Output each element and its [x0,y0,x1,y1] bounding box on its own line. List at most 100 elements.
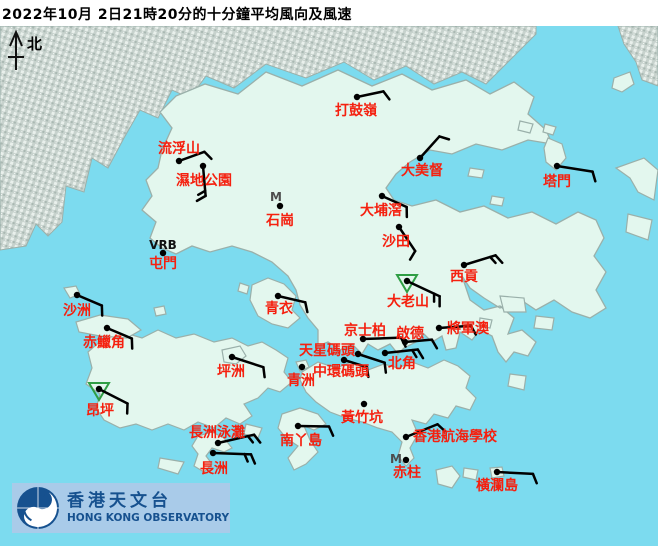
wind-barb-feather [430,338,439,350]
station-label: 南丫島 [280,432,322,449]
station-label: 昂坪 [86,403,114,419]
wind-barb-feather [383,361,388,374]
station-dot [73,291,81,299]
station-label: 將軍澳 [447,320,490,337]
tolo-islet-1 [467,167,485,179]
station-label: 塔門 [543,173,571,190]
title-bar: 2022年10月 2日21時20分的十分鐘平均風向及風速 [0,0,658,26]
lamma-island-land [277,407,327,471]
station-label: 西貢 [450,269,478,285]
jin-island [533,315,555,331]
station-dot [435,324,443,332]
wind-barb-feather [416,348,425,360]
wind-barb-feather [365,365,370,379]
wind-barb-shaft [355,90,385,99]
station-label: 赤柱 [393,464,421,481]
tsing-yi-island [249,277,301,329]
wind-barb-shaft [380,194,408,209]
station-tates-cairn: 大老山 [387,274,441,310]
crescent-island [611,71,635,93]
wind-barb-feather [246,434,255,444]
station-label: 沙田 [382,234,410,250]
station-sea-school: 香港航海學校 [402,423,498,445]
station-marker-m: M [390,452,402,466]
wind-barb-shaft [555,164,594,173]
station-dot [403,277,411,285]
station-dot [402,433,410,441]
station-kai-tak: 啟德 [396,325,439,350]
wind-barb-feather [243,452,249,463]
station-label: 大埔滘 [360,202,402,219]
station-label: 北角 [388,355,416,372]
mirs-bay-islet-2 [542,123,557,136]
station-dot [298,363,306,371]
mirs-bay-island-1 [614,157,658,201]
wind-barb-shaft [177,150,206,163]
station-green-island: 青洲 [287,363,315,389]
station-dot [354,350,362,358]
station-label: 啟德 [396,325,424,342]
station-dot [353,93,361,101]
wind-barb-feather [196,189,207,197]
station-dot [416,154,424,162]
station-dot [340,356,348,364]
stations-layer: 流浮山濕地公園 M 石崗 VRB 屯門 打鼓嶺大美督塔門大埔滘沙田西貢大老山將軍澳 京士柏啟… [63,90,597,494]
wind-barb-feather [438,135,451,141]
wind-barb-feather [249,453,257,465]
station-label: 沙洲 [63,303,91,319]
station-dot [378,192,386,200]
po-toi-island [435,465,461,489]
wind-barb-shaft [418,135,441,160]
wind-barb-feather [304,301,309,314]
hong-kong-island [299,359,477,467]
station-dot [401,338,409,346]
station-tai-mei-tuk: 大美督 [401,135,451,179]
station-label: 京士柏 [344,322,386,339]
station-dot [199,162,207,170]
station-tseung-kwan-o: 將軍澳 [435,320,490,337]
station-label: 長洲泳灘 [189,424,245,441]
station-dot [175,157,183,165]
station-label: 大老山 [387,293,429,310]
tolo-islet-2 [489,195,505,207]
station-label: 橫瀾島 [476,477,518,494]
station-peng-chau: 坪洲 [217,353,266,380]
station-label: 天星碼頭 [299,343,356,359]
po-toi-islet [462,467,479,481]
station-stanley: M赤柱 [390,452,421,481]
tung-lung-island [507,373,527,391]
station-wetland-park: 濕地公園 [176,162,232,203]
wind-barb-feather [488,255,497,265]
wind-barb-shaft [361,336,403,341]
wind-barb-feather [203,150,213,161]
wind-barb-shaft [342,358,369,369]
station-tai-po-kau: 大埔滘 [360,192,409,219]
station-label: 石崗 [265,212,294,229]
station-dot [274,292,282,300]
station-label: 坪洲 [217,364,245,380]
station-ta-kwu-ling: 打鼓嶺 [335,90,391,119]
wind-barb-shaft [105,326,134,340]
wind-barb-feather [252,433,262,444]
wind-barb-feather [408,249,417,261]
urban-area-northeast [617,25,658,87]
wind-barb-shaft [276,294,307,304]
wind-barb-feather [195,194,207,203]
wind-barb-feather [410,348,418,359]
station-dot [214,439,222,447]
port-shelter-islet [478,317,493,329]
station-star-ferry-pier: 天星碼頭 [299,343,388,374]
station-lau-fau-shan: 流浮山 [158,140,213,165]
ma-wan-island [237,282,250,295]
wind-barb-feather [531,472,538,485]
station-label: 黃竹坑 [340,409,383,426]
station-shek-kong: M 石崗 [265,190,294,229]
station-chek-lap-kok: 赤鱲角 [83,324,134,351]
station-sha-tin: 沙田 [382,223,417,261]
station-dot [228,353,236,361]
wind-barb-shaft [230,355,265,369]
station-cheung-chau: 長洲 [200,449,257,477]
wind-barb-shaft [495,470,535,476]
hko-logo-chinese: 香港天文台 [67,490,172,511]
